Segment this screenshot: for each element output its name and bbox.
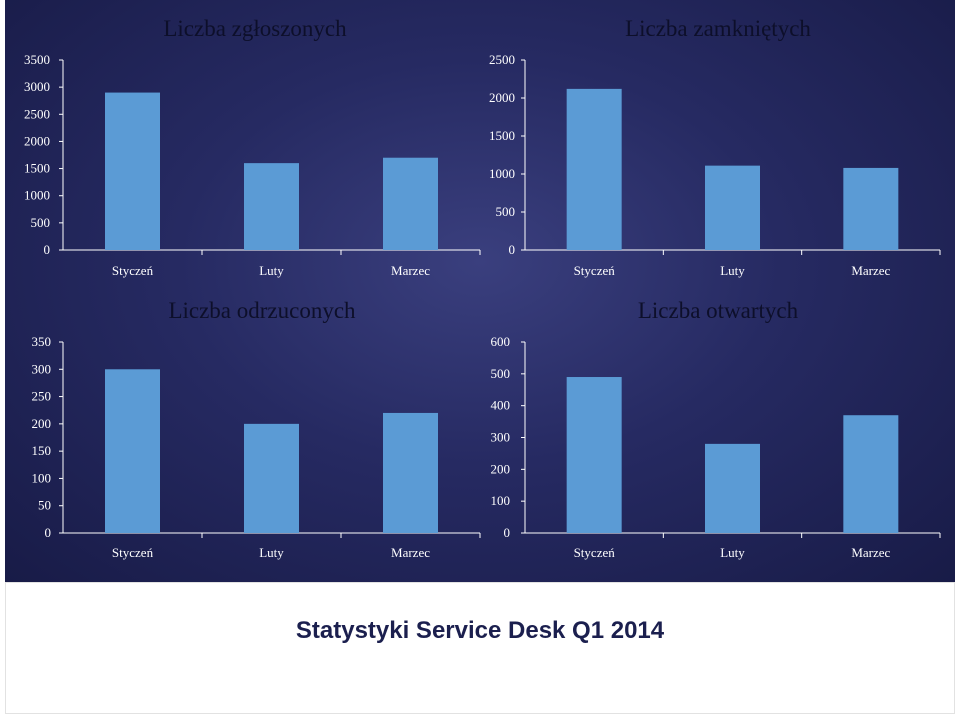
chart-1-y-tick-label: 3000 [24, 79, 50, 94]
chart-1-y-tick-label: 2000 [24, 133, 50, 148]
chart-1-title: Liczba zgłoszonych [163, 16, 347, 41]
chart-4-y-tick-label: 200 [491, 461, 511, 476]
chart-2-bar-1 [566, 88, 622, 250]
chart-4-y-tick-label: 300 [491, 430, 511, 445]
footer-box [5, 582, 955, 714]
chart-3-y-tick-label: 50 [38, 498, 51, 513]
chart-4-y-tick-label: 0 [504, 525, 511, 540]
chart-2-y-tick-label: 1000 [489, 166, 515, 181]
chart-1-category-label: Marzec [391, 263, 430, 278]
chart-3-y-tick-label: 250 [32, 389, 52, 404]
chart-3-category-label: Luty [259, 545, 284, 560]
chart-1-y-tick-label: 1500 [24, 161, 50, 176]
chart-3-y-tick-label: 300 [32, 361, 52, 376]
chart-3-bar-3 [383, 412, 438, 533]
chart-2-bar-2 [705, 165, 760, 250]
chart-3-y-tick-label: 100 [32, 470, 52, 485]
chart-1-bar-2 [244, 163, 299, 250]
charts-area: Liczba zgłoszonych0500100015002000250030… [24, 16, 899, 560]
chart-1-y-tick-label: 3500 [24, 52, 50, 67]
chart-4-y-tick-label: 600 [491, 334, 511, 349]
chart-3-y-tick-label: 200 [32, 416, 52, 431]
chart-4-bar-3 [843, 415, 899, 533]
chart-3-bar-1 [105, 369, 160, 533]
chart-4-category-label: Styczeń [574, 545, 616, 560]
chart-3-y-tick-label: 0 [45, 525, 52, 540]
chart-3-y-tick-label: 150 [32, 443, 52, 458]
chart-2-bar-3 [843, 167, 899, 250]
footer-title: Statystyki Service Desk Q1 2014 [295, 617, 665, 644]
chart-1-y-tick-label: 2500 [24, 106, 50, 121]
chart-2-y-tick-label: 2000 [489, 90, 515, 105]
chart-4-bar-2 [705, 443, 760, 533]
chart-2-category-label: Marzec [851, 263, 890, 278]
chart-1-y-tick-label: 0 [44, 242, 51, 257]
chart-3-category-label: Styczeń [112, 545, 154, 560]
chart-4-y-tick-label: 100 [491, 493, 511, 508]
chart-4-y-tick-label: 400 [491, 398, 511, 413]
chart-1-bar-1 [105, 92, 160, 250]
chart-2-y-tick-label: 0 [509, 242, 516, 257]
chart-4-category-label: Marzec [851, 545, 890, 560]
chart-2-title: Liczba zamkniętych [625, 16, 811, 41]
chart-2-y-tick-label: 1500 [489, 128, 515, 143]
chart-2-category-label: Styczeń [574, 263, 616, 278]
chart-2-y-tick-label: 2500 [489, 52, 515, 67]
chart-3-bar-2 [244, 423, 299, 533]
chart-panel [5, 0, 955, 582]
chart-4-bar-1 [566, 377, 622, 533]
chart-4-category-label: Luty [720, 545, 745, 560]
chart-1-category-label: Styczeń [112, 263, 154, 278]
chart-2-y-tick-label: 500 [496, 204, 516, 219]
chart-1-y-tick-label: 1000 [24, 188, 50, 203]
chart-1-category-label: Luty [259, 263, 284, 278]
chart-3-title: Liczba odrzuconych [168, 298, 356, 323]
chart-1-y-tick-label: 500 [31, 215, 51, 230]
chart-3-y-tick-label: 350 [32, 334, 52, 349]
chart-3-category-label: Marzec [391, 545, 430, 560]
chart-2-category-label: Luty [720, 263, 745, 278]
chart-4-y-tick-label: 500 [491, 366, 511, 381]
chart-1-bar-3 [383, 157, 438, 250]
chart-4-title: Liczba otwartych [638, 298, 799, 323]
